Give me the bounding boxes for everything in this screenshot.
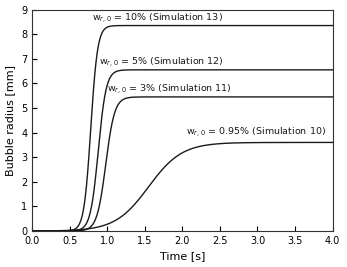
Text: w$_{r,0}$ = 10% (Simulation 13): w$_{r,0}$ = 10% (Simulation 13): [92, 11, 222, 25]
X-axis label: Time [s]: Time [s]: [160, 252, 205, 261]
Text: w$_{r,0}$ = 0.95% (Simulation 10): w$_{r,0}$ = 0.95% (Simulation 10): [186, 126, 326, 139]
Y-axis label: Bubble radius [mm]: Bubble radius [mm]: [6, 65, 16, 176]
Text: w$_{r,0}$ = 3% (Simulation 11): w$_{r,0}$ = 3% (Simulation 11): [107, 83, 231, 96]
Text: w$_{r,0}$ = 5% (Simulation 12): w$_{r,0}$ = 5% (Simulation 12): [99, 55, 224, 69]
